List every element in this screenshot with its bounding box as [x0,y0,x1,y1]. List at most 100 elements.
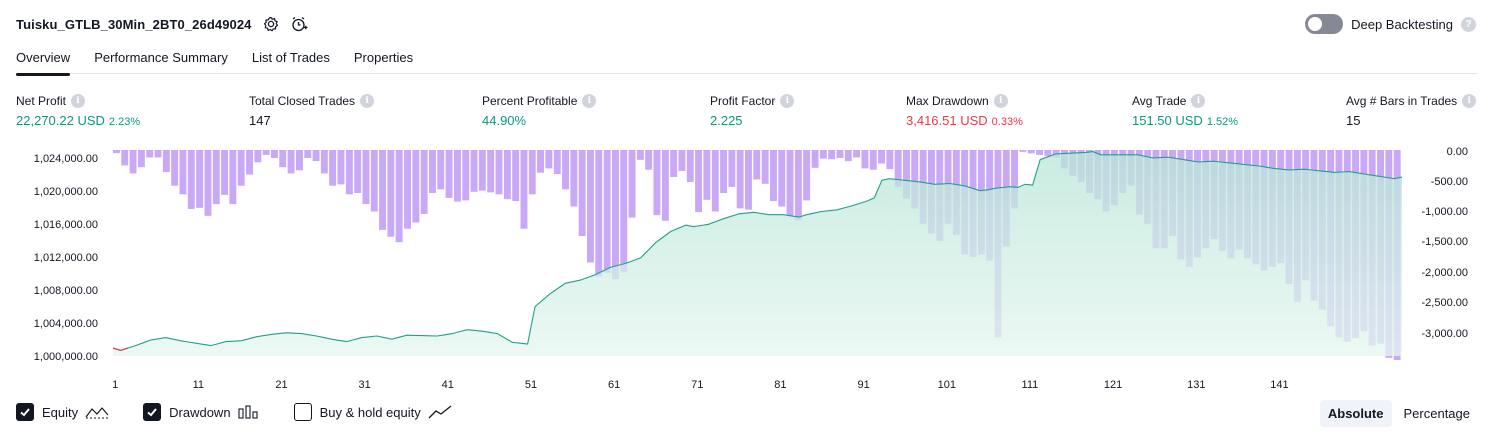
y-left-tick-label: 1,016,000.00 [34,219,98,231]
drawdown-bar [237,150,245,186]
x-tick-label: 121 [1104,379,1122,391]
absolute-button[interactable]: Absolute [1319,400,1392,427]
drawdown-bar [520,150,528,229]
drawdown-bar [595,150,603,277]
drawdown-bar [828,150,836,160]
x-tick-label: 141 [1270,379,1288,391]
help-icon[interactable]: ? [1461,16,1476,32]
scale-mode-switch: Absolute Percentage [1319,400,1478,427]
legend-drawdown[interactable]: Drawdown [143,403,259,421]
drawdown-bar [761,150,769,184]
drawdown-bar [221,150,229,195]
legend-equity[interactable]: Equity [16,403,109,421]
drawdown-bar [844,150,852,162]
info-icon[interactable]: i [1462,94,1477,108]
drawdown-bar [296,150,303,171]
drawdown-bar [229,150,237,205]
drawdown-bar [587,150,594,263]
drawdown-bar [320,150,328,174]
drawdown-bar [869,150,877,170]
drawdown-bar [354,150,362,193]
x-tick-label: 131 [1187,379,1205,391]
y-right-tick-label: -500.00 [1431,176,1468,188]
metric-percent: 2.23% [108,116,141,128]
drawdown-bar [395,150,403,243]
drawdown-bar [312,150,320,162]
strategy-header: Tuisku_GTLB_30Min_2BT0_26d49024 [16,12,308,36]
drawdown-bar [570,150,578,207]
drawdown-bar [786,150,794,216]
drawdown-bar [811,150,819,168]
deep-backtesting-toggle[interactable] [1305,14,1344,34]
drawdown-bar [545,150,553,169]
drawdown-bar [745,150,752,210]
percentage-button[interactable]: Percentage [1403,406,1471,421]
equity-drawdown-chart[interactable]: 1,024,000.00 1,020,000.00 1,016,000.00 1,01… [0,140,1494,395]
tab-overview[interactable]: Overview [16,46,71,76]
metric-max-drawdown: Max Drawdown i 3,416.51 USD 0.33% [906,94,1023,128]
info-icon[interactable]: i [582,94,597,108]
legend-label: Drawdown [169,404,231,420]
drawdown-bar [470,150,478,192]
drawdown-bar [528,150,536,195]
chart-legend: Equity Drawdown Buy & hold equity [16,403,486,421]
info-icon[interactable]: i [1191,94,1206,108]
drawdown-bar [728,150,736,187]
legend-buy-hold[interactable]: Buy & hold equity [293,403,452,421]
checkbox-drawdown[interactable] [143,403,162,421]
equity-line [112,151,1403,351]
metric-label: Total Closed Trades [249,94,356,108]
drawdown-bar [1011,150,1019,209]
tab-properties[interactable]: Properties [353,50,414,65]
checkbox-equity[interactable] [16,403,34,421]
gear-icon[interactable] [262,15,280,33]
drawdown-bar [886,150,894,170]
drawdown-bar [636,150,644,160]
metric-label: Max Drawdown [906,94,989,108]
info-icon[interactable]: i [71,94,86,108]
x-tick-label: 31 [358,379,370,391]
drawdown-bar [711,150,719,212]
info-icon[interactable]: i [360,94,375,108]
metric-label: Avg # Bars in Trades [1346,94,1458,108]
drawdown-bar [204,150,212,216]
drawdown-bar [853,150,861,158]
y-left-tick-label: 1,000,000.00 [34,351,98,363]
drawdown-bar [362,150,370,205]
alarm-clock-plus-icon[interactable] [290,15,308,33]
x-tick-label: 21 [275,379,287,391]
drawdown-bar [603,150,611,273]
drawdown-bar [454,150,461,202]
strategy-title: Tuisku_GTLB_30Min_2BT0_26d49024 [16,16,252,32]
legend-label: Equity [42,404,79,420]
equity-loss-segment [112,347,129,352]
drawdown-bar [429,150,436,193]
metric-value: 147 [249,113,271,128]
deep-backtesting: Deep Backtesting ? [1305,14,1476,34]
drawdown-bar [736,150,744,209]
info-icon[interactable]: i [780,94,795,108]
drawdown-bar [137,150,145,168]
x-tick-label: 11 [193,379,204,391]
metric-value: 22,270.22 USD [16,113,105,128]
drawdown-bar [894,150,902,187]
metric-net-profit: Net Profit i 22,270.22 USD 2.23% [16,94,140,128]
checkbox-buy-hold[interactable] [293,403,312,421]
equity-area [113,151,1402,356]
drawdown-bar [661,150,669,221]
drawdown-bar [620,150,628,273]
metric-label: Net Profit [16,94,67,108]
metric-profit-factor: Profit Factor i 2.225 [710,94,795,128]
drawdown-bar [379,150,387,230]
drawdown-bar [612,150,619,280]
metric-value: 3,416.51 USD [906,113,988,128]
tab-performance-summary[interactable]: Performance Summary [94,50,228,65]
y-left-tick-label: 1,020,000.00 [34,186,98,198]
drawdown-bar [329,150,337,186]
info-icon[interactable]: i [993,94,1008,108]
drawdown-bar [720,150,728,193]
drawdown-bar [562,150,570,190]
x-tick-label: 81 [774,379,786,391]
drawdown-bar [212,150,220,205]
tab-list-of-trades[interactable]: List of Trades [251,50,330,65]
